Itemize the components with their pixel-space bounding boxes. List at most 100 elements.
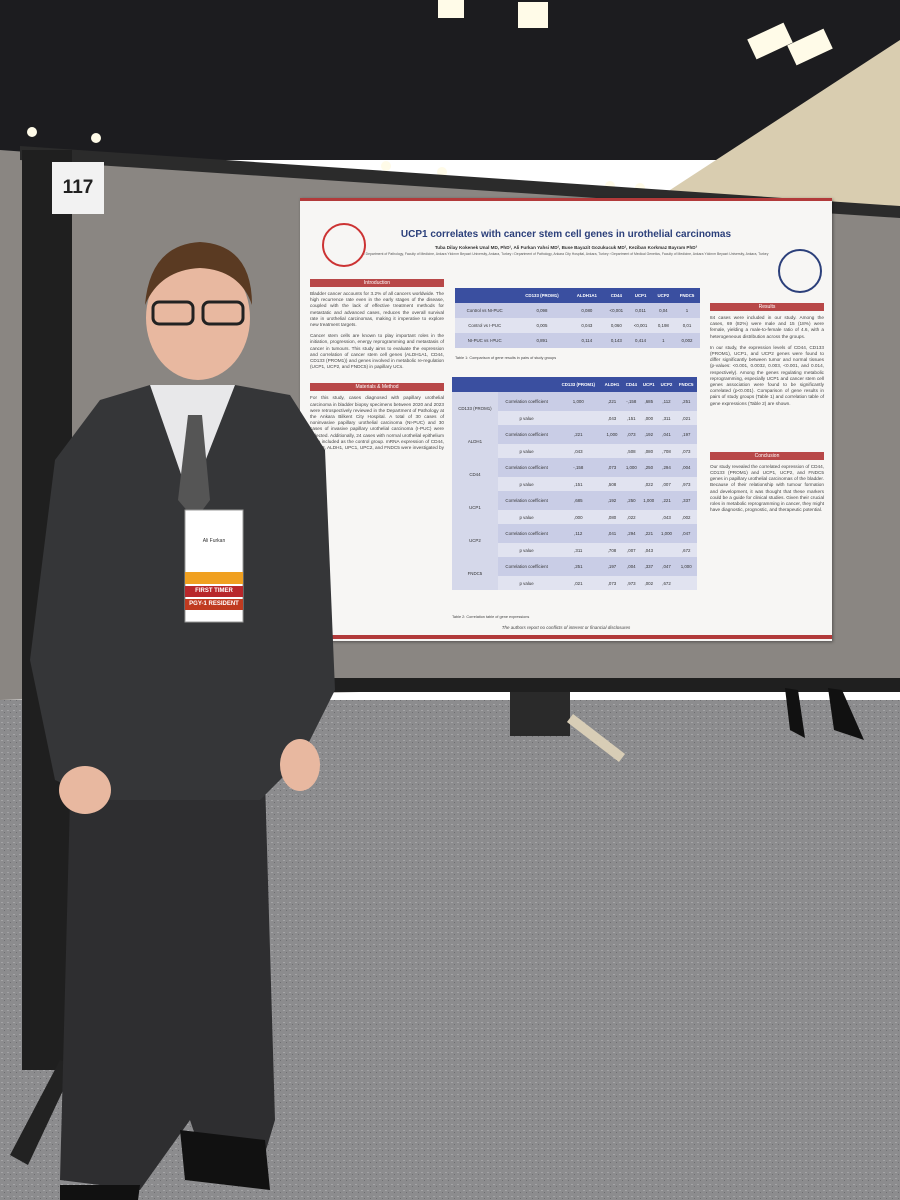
cell: ,221 xyxy=(574,432,583,437)
row-label: Control vs I-PUC xyxy=(468,323,502,328)
cell: ,672 xyxy=(681,547,691,553)
cell: ,002 xyxy=(644,580,654,586)
row-gene: FNDC5 xyxy=(452,557,498,590)
cell: ,197 xyxy=(681,432,691,437)
cell: ,080 xyxy=(607,514,617,520)
ceiling xyxy=(0,0,900,160)
cell: 1,000 xyxy=(606,432,618,437)
cell: ,007 xyxy=(627,547,636,553)
table-row: FNDC5 Correlation coefficient ,251 ,197 ,004… xyxy=(452,557,697,590)
poster-authors: Tuba Dilay Kokenek Unal MD, PhD¹, Ali Fu… xyxy=(434,245,698,250)
cell: ,151 xyxy=(627,415,636,421)
cell: ,000 xyxy=(574,514,583,520)
header-cell: UCP1 xyxy=(628,288,653,303)
section-heading: Results xyxy=(710,303,824,311)
cell: ,708 xyxy=(607,547,617,553)
row-label: NI-PUC vs I-PUC xyxy=(467,338,502,343)
cell: ,973 xyxy=(681,481,691,487)
header-cell xyxy=(497,377,556,392)
header-cell: FNDC5 xyxy=(674,288,700,303)
cell: ,022 xyxy=(644,481,654,487)
cell: ,041 xyxy=(607,531,617,536)
paragraph: 84 cases were included in our study. Amo… xyxy=(710,315,824,339)
cell: ,337 xyxy=(681,498,691,503)
cell: ,021 xyxy=(681,415,691,421)
cell: ,041 xyxy=(662,432,671,437)
spacer xyxy=(710,518,824,526)
text-column: Results 84 cases were included in our stu… xyxy=(710,303,824,526)
cell: 0,414 xyxy=(635,338,647,343)
poster-title: UCP1 correlates with cancer stem cell ge… xyxy=(400,229,732,240)
cell: 0,01 xyxy=(682,323,692,328)
poster-footer: The authors report no conflicts of inter… xyxy=(501,625,631,630)
paragraph: In our study, the expression levels of C… xyxy=(710,344,824,406)
spacer xyxy=(310,462,444,470)
row-stat: p value xyxy=(519,514,534,520)
cell: ,080 xyxy=(644,448,654,454)
header-cell: ALDH1A1 xyxy=(569,288,605,303)
header-cell: CD133 (PROM1) xyxy=(514,288,570,303)
cell: ,073 xyxy=(607,465,617,470)
cell: ,004 xyxy=(681,465,691,470)
ribbon: FIRST TIMER xyxy=(185,586,243,597)
header-cell: CD133 (PROM1) xyxy=(555,377,602,392)
cell: ,004 xyxy=(627,564,636,569)
row-label: Control vs NI-PUC xyxy=(466,308,503,313)
paragraph: Our study revealed the correlated expres… xyxy=(710,463,824,513)
cell: ,151 xyxy=(574,481,583,487)
table-row: UCP2 Correlation coefficient ,112 ,041 ,294,… xyxy=(452,524,697,557)
cell: 0,043 xyxy=(581,323,593,328)
cell: 1 xyxy=(685,308,689,313)
badge-name: Ali Furkan xyxy=(202,538,226,544)
cell: ,708 xyxy=(662,448,671,454)
table-row: Control vs NI-PUC 0,098 0,080 <0,001 0,011 0,… xyxy=(455,303,700,318)
table-row: Control vs I-PUC 0,005 0,043 0,060 <0,001 0,1… xyxy=(455,318,700,333)
table-row: p value ,000 ,080 ,022 ,043 ,002 xyxy=(452,510,697,524)
cell: ,221 xyxy=(662,498,671,503)
row-stat: Correlation coefficient xyxy=(505,432,548,437)
cell: ,251 xyxy=(681,399,691,404)
cell: ,685 xyxy=(574,498,583,503)
header-cell: ALDH1 xyxy=(601,377,623,392)
ribbon: PGY-1 RESIDENT xyxy=(185,599,243,610)
logo-right xyxy=(778,249,822,293)
cell: 0,002 xyxy=(681,338,693,343)
carpet xyxy=(0,700,900,1200)
spacer xyxy=(310,375,444,383)
cell: 0,060 xyxy=(610,323,622,328)
badge-ribbons: FIRST TIMER PGY-1 RESIDENT xyxy=(185,586,243,610)
cell: ,973 xyxy=(627,580,636,586)
cell: ,021 xyxy=(574,580,583,586)
header-cell: UCP2 xyxy=(652,288,675,303)
header-cell xyxy=(452,377,498,392)
cell: ,047 xyxy=(662,564,671,569)
cell: ,685 xyxy=(644,399,654,404)
cell: 1 xyxy=(662,338,665,343)
header-cell: CD44 xyxy=(604,288,629,303)
row-stat: p value xyxy=(519,580,534,586)
header-cell: UCP2 xyxy=(657,377,676,392)
cell xyxy=(601,444,623,458)
cell: -,158 xyxy=(573,465,584,470)
table-row: UCP1 Correlation coefficient ,685 ,192 ,250 1… xyxy=(452,491,697,524)
header-cell: CD44 xyxy=(622,377,640,392)
paragraph: Bladder cancer accounts for 3.2% of all … xyxy=(310,291,444,328)
footer-bar xyxy=(300,635,832,639)
row-stat: p value xyxy=(519,547,534,553)
cell: 1,000 xyxy=(643,498,655,503)
cell: ,221 xyxy=(644,531,654,536)
header-cell: UCP1 xyxy=(639,377,658,392)
text-column: Introduction Bladder cancer accounts for … xyxy=(310,279,444,470)
row-gene: UCP2 xyxy=(452,524,498,557)
paragraph: For this study, cases diagnosed with pap… xyxy=(310,395,444,457)
cell: ,047 xyxy=(681,531,691,536)
section-heading: Conclusion xyxy=(710,451,824,460)
section-heading: Introduction xyxy=(310,279,444,287)
cell: 0,098 xyxy=(536,308,548,313)
cell: ,250 xyxy=(627,498,636,503)
table-row: p value ,151 ,508 ,022 ,007 ,973 xyxy=(452,477,697,491)
spacer xyxy=(710,412,824,452)
cell: ,508 xyxy=(607,481,617,487)
cell xyxy=(658,543,676,557)
table-caption: Table 2: Correlation table of gene expre… xyxy=(452,615,530,619)
